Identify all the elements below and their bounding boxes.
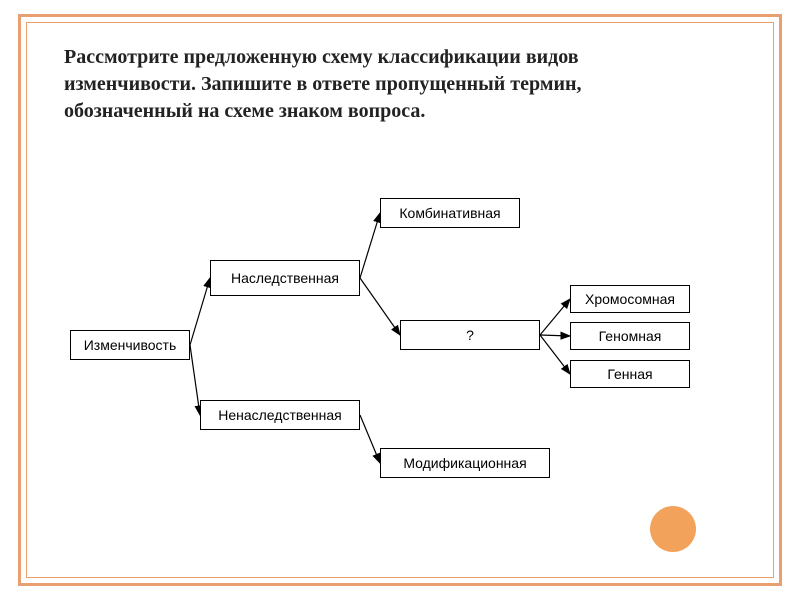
node-variability: Изменчивость (70, 330, 190, 360)
edge-variability-nonhereditary (190, 345, 200, 415)
node-hereditary: Наследственная (210, 260, 360, 296)
accent-dot (650, 506, 696, 552)
node-gene: Генная (570, 360, 690, 388)
edge-missing-gene (540, 335, 570, 374)
edge-variability-hereditary (190, 278, 210, 345)
edge-missing-genome (540, 335, 570, 336)
edge-hereditary-combinative (360, 213, 380, 278)
node-genome: Геномная (570, 322, 690, 350)
edge-hereditary-missing (360, 278, 400, 335)
edge-missing-chromosome (540, 299, 570, 335)
node-combinative: Комбинативная (380, 198, 520, 228)
node-chromosome: Хромосомная (570, 285, 690, 313)
node-nonhereditary: Ненаследственная (200, 400, 360, 430)
edge-nonhereditary-modification (360, 415, 380, 463)
node-modification: Модификационная (380, 448, 550, 478)
node-missing: ? (400, 320, 540, 350)
slide: Рассмотрите предложенную схему классифик… (0, 0, 800, 600)
